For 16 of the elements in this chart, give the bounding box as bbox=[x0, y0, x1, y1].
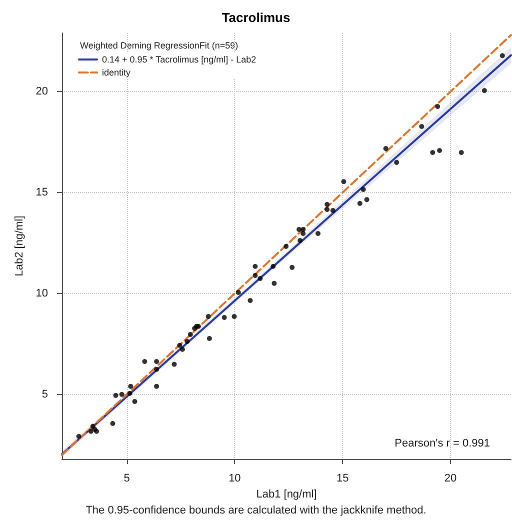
x-axis-title: Lab1 [ng/ml] bbox=[256, 488, 317, 500]
x-tick-label: 20 bbox=[444, 472, 457, 484]
y-axis-title: Lab2 [ng/ml] bbox=[13, 216, 26, 276]
y-tick-label: 10 bbox=[36, 287, 48, 300]
chart-title: Tacrolimus bbox=[222, 10, 290, 25]
y-tick-label: 20 bbox=[36, 86, 48, 98]
annotation: Pearson's r = 0.991 bbox=[394, 438, 490, 450]
x-tick-label: 15 bbox=[336, 472, 349, 484]
x-tick-label: 10 bbox=[228, 472, 241, 484]
legend-label: identity bbox=[102, 68, 132, 78]
legend-label: 0.14 + 0.95 * Tacrolimus [ng/ml] - Lab2 bbox=[102, 54, 256, 64]
y-tick-label: 5 bbox=[42, 388, 48, 400]
y-tick-label: 15 bbox=[36, 186, 48, 198]
legend-title: Weighted Deming RegressionFit (n=59) bbox=[80, 40, 238, 50]
x-tick-label: 5 bbox=[124, 472, 130, 484]
text: The 0.95-confidence bounds are calculated with the jackknife method. bbox=[86, 504, 426, 516]
